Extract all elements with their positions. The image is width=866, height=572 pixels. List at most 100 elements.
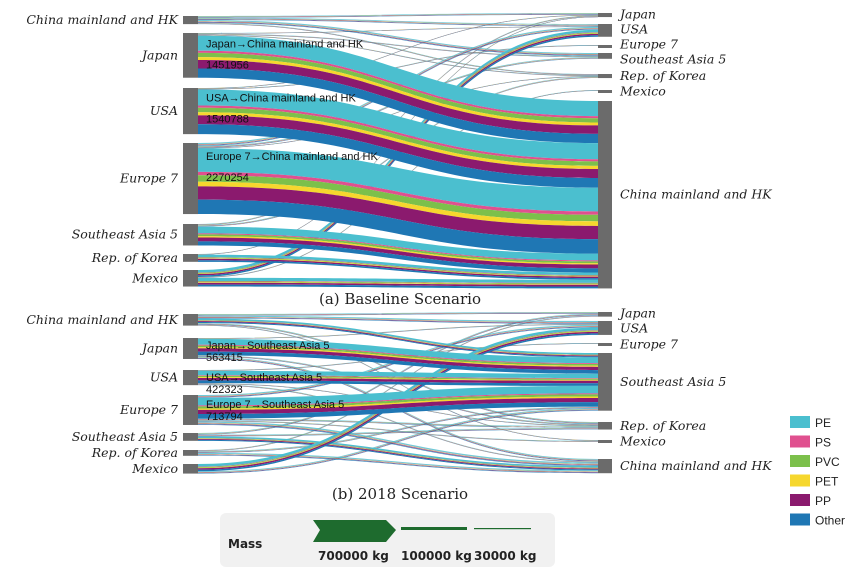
flow-china-mainland-and-hk-to-usa <box>198 17 598 27</box>
source-node-label: Japan <box>139 340 178 355</box>
target-node-label: Southeast Asia 5 <box>620 374 726 389</box>
flow-band-pe <box>198 20 598 55</box>
flow-label: Europe 7→Southeast Asia 5 <box>206 399 344 411</box>
flow-band-other <box>198 34 598 58</box>
flow-band-pe <box>198 33 598 57</box>
flow-band-pvc <box>198 409 598 473</box>
flow-japan-to-rep-of-korea <box>198 355 598 426</box>
flow-band-pp <box>198 35 598 76</box>
target-node <box>598 343 612 346</box>
legend-label-pet: PET <box>815 475 839 489</box>
flow-band-pvc <box>198 375 598 380</box>
flow-band-pvc <box>198 18 598 26</box>
flow-band-pet <box>198 438 598 469</box>
flow-band-other <box>198 356 598 426</box>
flow-band-other <box>198 19 598 27</box>
flow-europe-7-to-china-mainland-and-hk <box>198 148 598 254</box>
target-node <box>598 321 612 335</box>
flow-band-pp <box>198 21 598 56</box>
flow-band-other <box>198 241 598 273</box>
mass-100000-swatch <box>401 527 467 530</box>
flow-value-label: 2270254 <box>206 172 249 184</box>
flow-band-pe <box>198 408 598 473</box>
target-node-label: Southeast Asia 5 <box>620 51 726 66</box>
flow-band-pe <box>198 13 598 17</box>
flow-band-other <box>198 45 598 90</box>
flow-band-pp <box>198 407 598 453</box>
flow-band-pvc <box>198 428 598 436</box>
flow-band-pe <box>198 148 598 212</box>
flow-band-other <box>198 76 598 149</box>
flow-band-pvc <box>198 281 598 285</box>
flow-band-pp <box>198 317 598 324</box>
flow-band-pp <box>198 419 598 428</box>
flow-japan-to-rep-of-korea <box>198 34 598 77</box>
flow-band-other <box>198 313 598 316</box>
target-node <box>598 24 612 37</box>
flow-band-other <box>198 351 598 374</box>
flow-band-pvc <box>198 454 598 472</box>
legend-label-pe: PE <box>815 416 831 430</box>
legend-swatch-ps <box>790 435 810 448</box>
flow-label: Europe 7→China mainland and HK <box>206 151 378 163</box>
target-node-label: China mainland and HK <box>620 187 772 202</box>
flow-china-mainland-and-hk-to-rep-of-korea <box>198 22 598 76</box>
flow-band-other <box>198 124 598 188</box>
flow-band-pvc <box>198 345 598 366</box>
flow-band-pe <box>198 318 598 355</box>
flow-usa-to-china-mainland-and-hk <box>198 89 598 188</box>
flow-band-pp <box>198 60 598 134</box>
flow-band-pvc <box>198 107 598 166</box>
target-node-label: Mexico <box>619 84 666 99</box>
flow-value-label: 713794 <box>206 411 243 423</box>
flow-band-pet <box>198 21 598 55</box>
flow-band-other <box>198 68 598 144</box>
legend-label-ps: PS <box>815 436 831 450</box>
flow-band-ps <box>198 105 598 162</box>
flow-japan-to-southeast-asia-5 <box>198 338 598 374</box>
flow-band-other <box>198 322 598 358</box>
flow-band-pp <box>198 377 598 384</box>
flow-label: Japan→China mainland and HK <box>206 39 364 51</box>
flow-band-other <box>198 26 598 34</box>
flow-band-pp <box>198 454 598 473</box>
flow-band-ps <box>198 233 598 262</box>
flow-band-pet <box>198 396 598 410</box>
flow-band-pe <box>198 418 598 427</box>
flow-band-pe <box>198 436 598 468</box>
flow-value-label: 422323 <box>206 384 243 396</box>
mass-legend: Mass 700000 kg 100000 kg 30000 kg <box>220 513 555 567</box>
source-node <box>183 314 198 326</box>
flow-band-other <box>198 407 598 453</box>
flow-band-pe <box>198 370 598 379</box>
mass-label-30000: 30000 kg <box>474 549 537 563</box>
flow-band-pp <box>198 14 598 18</box>
target-node-label: Rep. of Korea <box>619 68 706 83</box>
flow-band-pe <box>198 254 598 276</box>
flow-band-ps <box>198 438 598 468</box>
flow-band-pe <box>198 14 598 89</box>
flow-band-pp <box>198 34 598 57</box>
flow-china-mainland-and-hk-to-japan <box>198 312 598 316</box>
flow-band-ps <box>198 257 598 276</box>
flow-band-pe <box>198 226 598 261</box>
flow-band-other <box>198 14 598 18</box>
legend-swatch-pe <box>790 416 810 428</box>
source-node <box>183 270 198 287</box>
flow-band-pet <box>198 317 598 323</box>
flow-band-pet <box>198 112 598 170</box>
flow-band-pp <box>198 321 598 357</box>
flow-japan-to-china-mainland-and-hk <box>198 35 598 144</box>
source-node-label: Southeast Asia 5 <box>72 429 178 444</box>
flow-band-pvc <box>198 234 598 264</box>
source-node <box>183 395 198 425</box>
flow-label: Japan→Southeast Asia 5 <box>206 340 330 352</box>
flow-band-pe <box>198 45 598 89</box>
flow-china-mainland-and-hk-to-southeast-asia-5 <box>198 318 598 358</box>
flow-value-label: 563415 <box>206 352 243 364</box>
flow-mexico-to-southeast-asia-5 <box>198 408 598 474</box>
target-node <box>598 13 612 18</box>
target-node <box>598 312 612 317</box>
flow-band-pe <box>198 406 598 452</box>
flow-band-pvc <box>198 312 598 315</box>
